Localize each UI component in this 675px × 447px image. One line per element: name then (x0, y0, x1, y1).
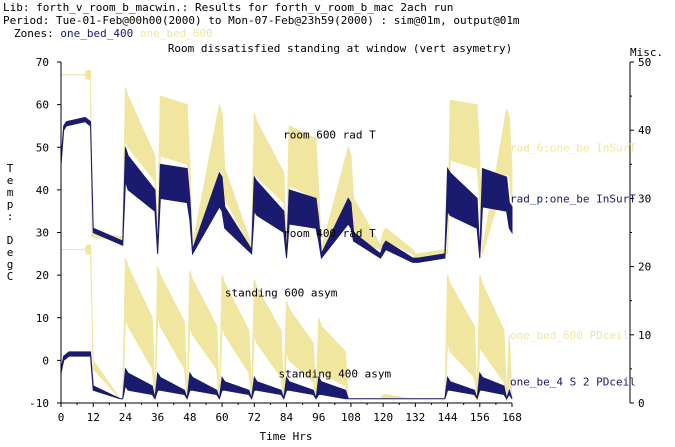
y-axis-label-char: C (7, 270, 14, 283)
x-tick-label: 108 (341, 411, 361, 424)
series-band-3 (60, 351, 513, 401)
zone-legend-600[interactable]: one_bed_600 (139, 27, 213, 40)
y-tick-label: 30 (36, 227, 49, 240)
y-right-tick-label: 20 (638, 261, 651, 274)
y-axis-label-char: D (7, 234, 14, 247)
annotation-label: room 400 rad T (283, 227, 376, 240)
y-right-tick-label: 10 (638, 329, 651, 342)
y-right-tick-label: 30 (638, 192, 651, 205)
legend-entry: one_be_4 S 2 PDceil (510, 376, 636, 389)
y-tick-label: -10 (29, 397, 49, 410)
annotation-label: room 600 rad T (283, 129, 376, 142)
y-tick-label: 0 (42, 354, 49, 367)
x-tick-label: 120 (373, 411, 393, 424)
y-tick-label: 60 (36, 99, 49, 112)
zones-label: Zones: (14, 27, 54, 40)
chart-title: Room dissatisfied standing at window (ve… (168, 42, 512, 55)
legend-entry: one_bed_600 PDceil (510, 329, 629, 342)
x-axis-label: Time Hrs (260, 430, 313, 443)
x-tick-label: 36 (151, 411, 164, 424)
y-tick-label: 40 (36, 184, 49, 197)
x-tick-label: 168 (502, 411, 522, 424)
y-tick-label: 70 (36, 56, 49, 69)
lib-line: Lib: forth_v_room_b_macwin.: Results for… (3, 1, 454, 14)
y-right-tick-label: 40 (638, 124, 651, 137)
x-tick-label: 12 (87, 411, 100, 424)
annotation-label: standing 600 asym (225, 286, 338, 299)
y-right-tick-label: 50 (638, 56, 651, 69)
x-tick-label: 60 (215, 411, 228, 424)
annotation-label: standing 400 asym (279, 367, 392, 380)
y-tick-label: 10 (36, 312, 49, 325)
y-axis-label-char: p (7, 198, 14, 211)
x-tick-label: 96 (312, 411, 325, 424)
series-band-1 (60, 116, 513, 263)
y-tick-label: 50 (36, 141, 49, 154)
x-tick-label: 156 (470, 411, 490, 424)
y-axis-label-char: e (7, 174, 14, 187)
y-tick-label: 20 (36, 269, 49, 282)
y-axis-label-char: : (7, 210, 14, 223)
zones-line: Zones: one_bed_400 one_bed_600 (14, 27, 213, 40)
x-tick-label: 132 (405, 411, 425, 424)
x-tick-label: 84 (280, 411, 294, 424)
x-tick-label: 144 (438, 411, 458, 424)
y-right-tick-label: 0 (638, 397, 645, 410)
legend-entry: rad_p:one_be InSurT (510, 192, 636, 205)
series-band-0 (61, 70, 513, 259)
y-axis-label-char: m (7, 186, 14, 199)
y-axis-label-char: T (7, 162, 14, 175)
y-right-axis-label: Misc. (630, 46, 663, 59)
x-tick-label: 0 (58, 411, 65, 424)
period-line: Period: Tue-01-Feb@00h00(2000) to Mon-07… (3, 14, 520, 27)
y-axis-label-char: g (7, 258, 14, 271)
legend-entry: rad_6:one_be InSurT (510, 141, 636, 154)
x-tick-label: 48 (183, 411, 196, 424)
x-tick-label: 24 (119, 411, 133, 424)
x-tick-label: 72 (248, 411, 261, 424)
zone-legend-400[interactable]: one_bed_400 (60, 27, 134, 40)
y-axis-label-char: e (7, 246, 14, 259)
